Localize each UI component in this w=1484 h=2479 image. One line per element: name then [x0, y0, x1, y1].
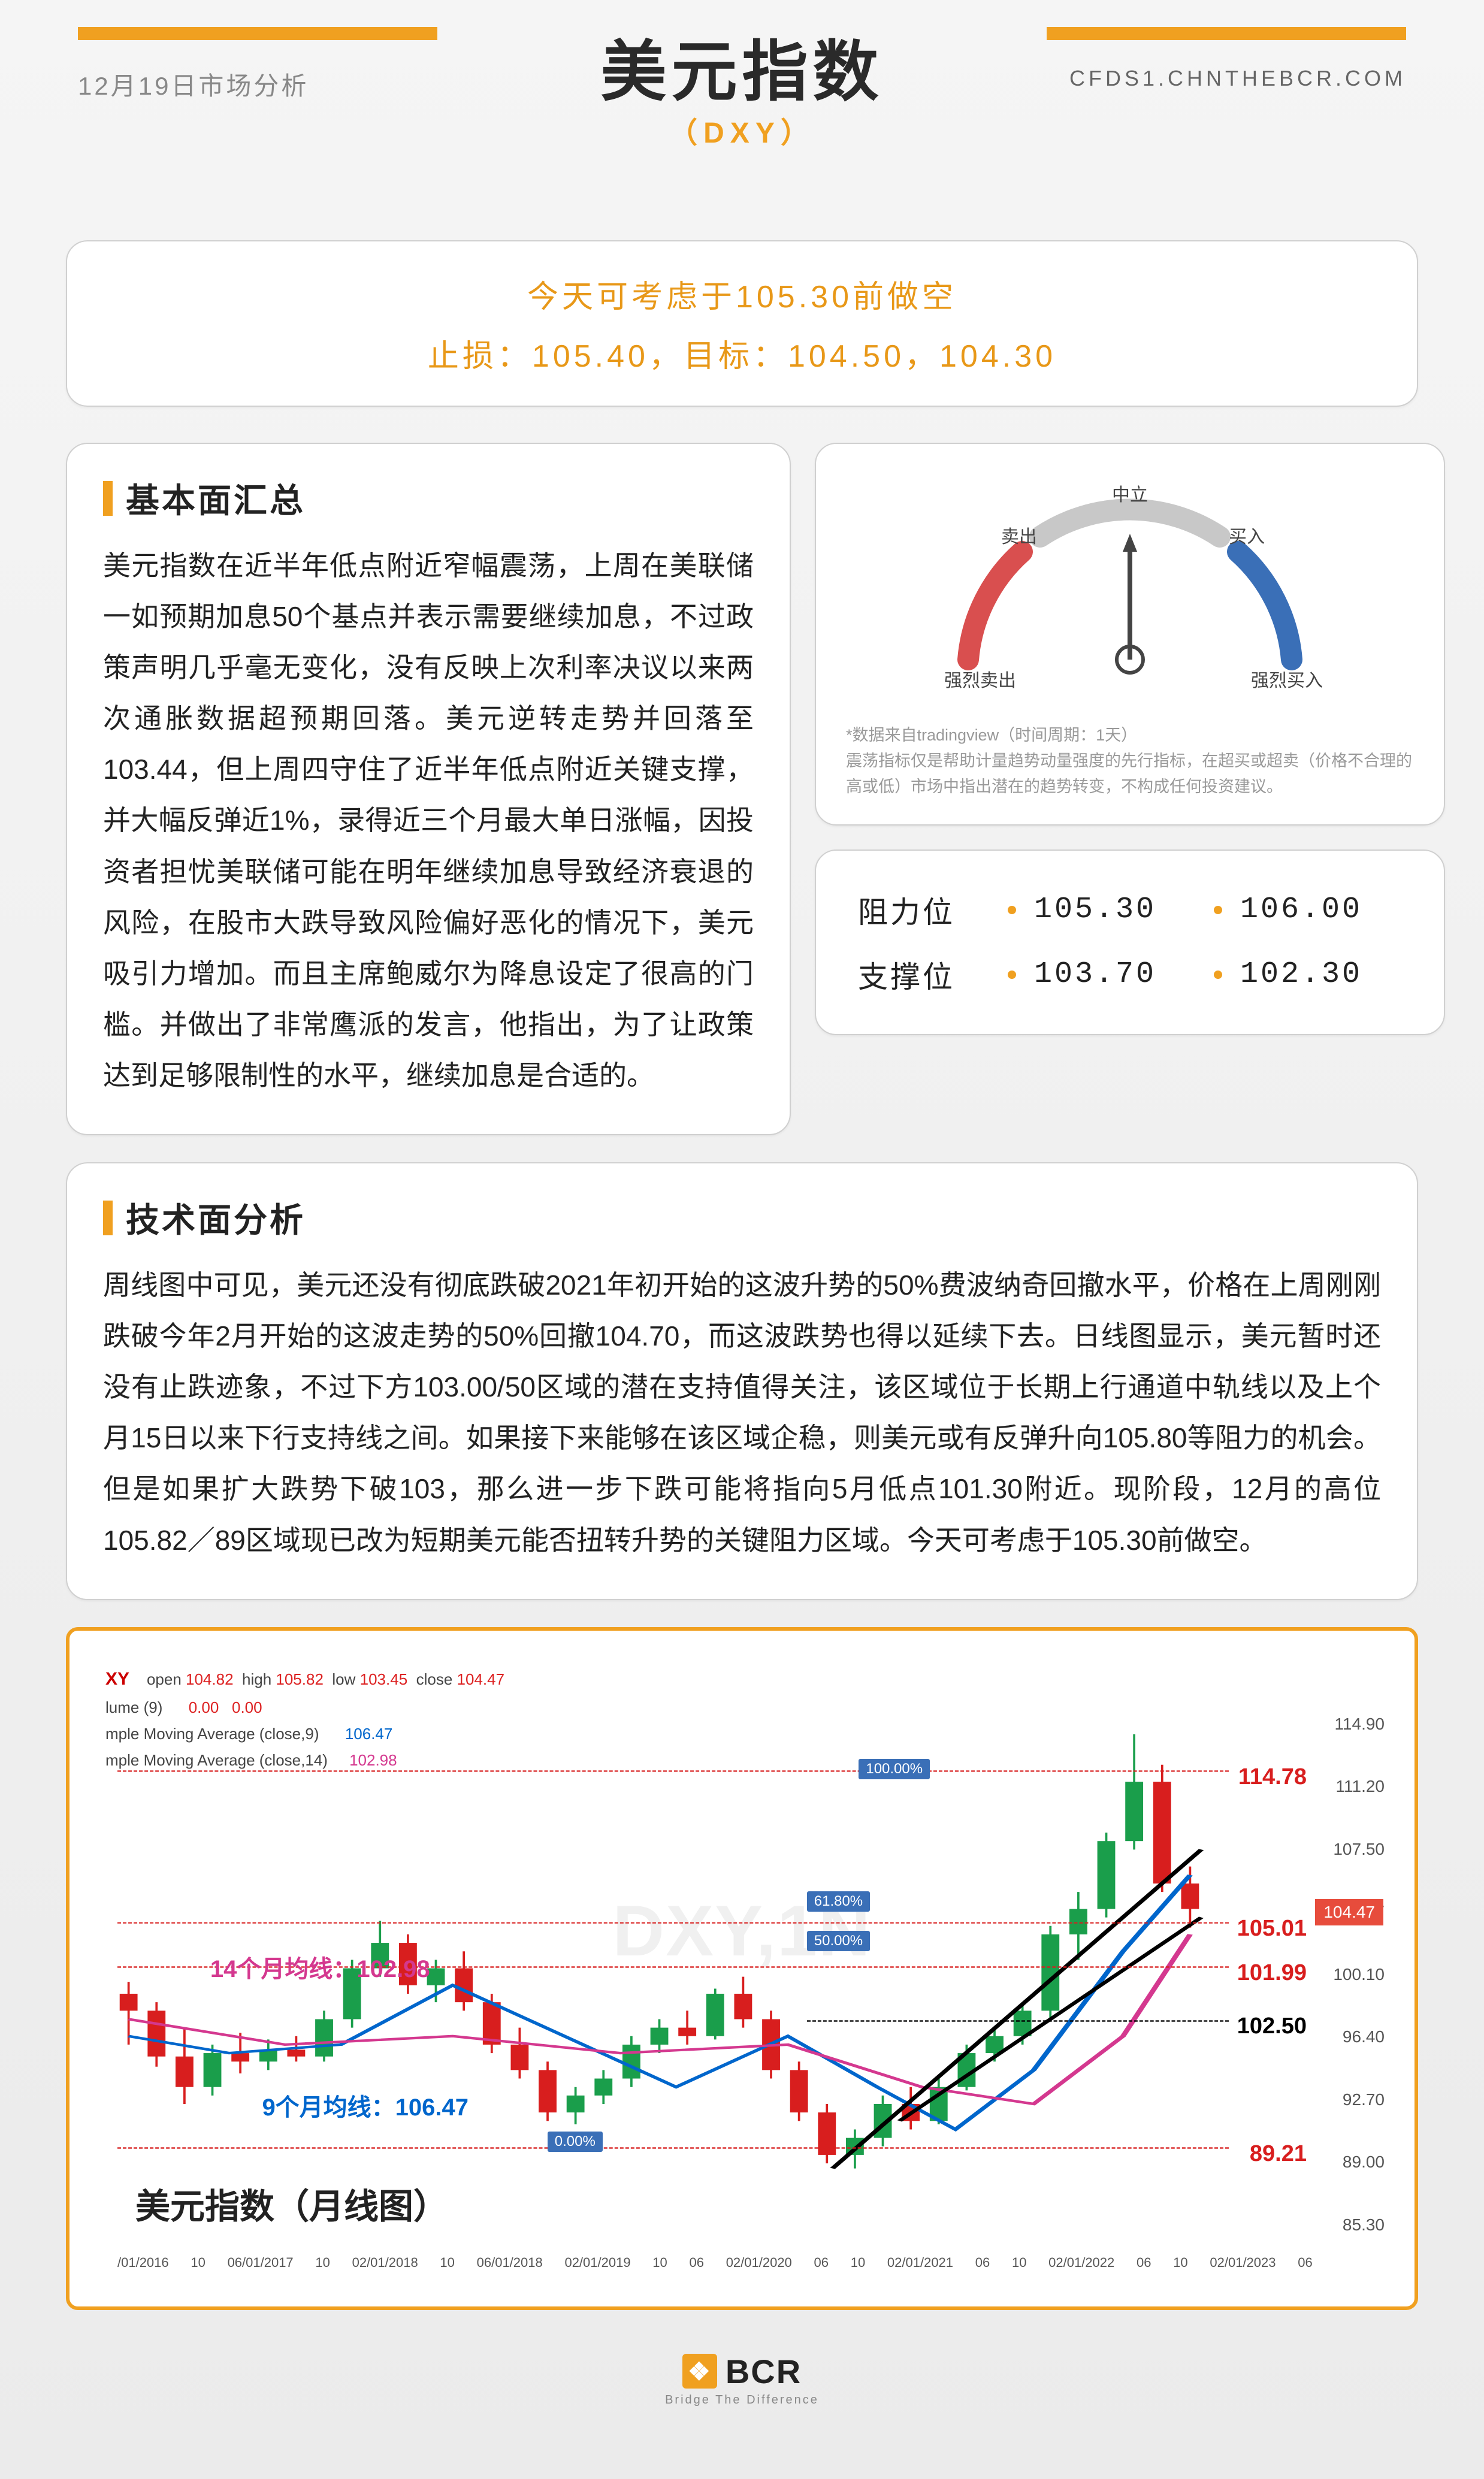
page-title: 美元指数	[601, 18, 884, 114]
chart-x-axis: /01/20161006/01/20171002/01/20181006/01/…	[117, 2255, 1313, 2271]
price-mark: 89.21	[1250, 2141, 1307, 2167]
support-1: 103.70	[1034, 957, 1196, 991]
resistance-label: 阻力位	[858, 888, 990, 932]
resistance-2: 106.00	[1240, 893, 1402, 927]
technical-title: 技术面分析	[126, 1193, 306, 1242]
fib-label: 50.00%	[807, 1931, 870, 1951]
dot-icon	[1008, 906, 1016, 914]
analysis-date: 12月19日市场分析	[78, 66, 309, 102]
fib-label: 61.80%	[807, 1891, 870, 1912]
source-url: CFDS1.CHNTHEBCR.COM	[1069, 66, 1406, 91]
support-label: 支撑位	[858, 953, 990, 996]
header-accent-right	[1047, 27, 1406, 40]
strategy-card: 今天可考虑于105.30前做空 止损：105.40，目标：104.50，104.…	[66, 240, 1418, 407]
sentiment-gauge: 强烈卖出 卖出 中立 买入 强烈买入	[884, 474, 1376, 702]
sentiment-gauge-card: 强烈卖出 卖出 中立 买入 强烈买入 *数据来自tradingview（时间周期…	[815, 443, 1445, 826]
strategy-sl-tp: 止损：105.40，目标：104.50，104.30	[103, 331, 1381, 376]
page-footer: ❖ BCR Bridge The Difference	[0, 2310, 1484, 2407]
fib-label: 0.00%	[548, 2132, 603, 2152]
page-subtitle: （DXY）	[601, 109, 884, 151]
section-accent-icon	[103, 1201, 113, 1235]
gauge-buy-label: 买入	[1229, 527, 1265, 547]
dot-icon	[1214, 906, 1222, 914]
levels-card: 阻力位 105.30 106.00 支撑位 103.70 102.30	[815, 849, 1445, 1035]
ma14-annotation: 14个月均线：102.98	[210, 1949, 430, 1984]
fib-label: 100.00%	[859, 1759, 930, 1779]
price-mark: 101.99	[1237, 1960, 1307, 1986]
chart-y-axis: 114.90111.20107.50104.47100.1096.4092.70…	[1319, 1715, 1385, 2235]
technical-body: 周线图中可见，美元还没有彻底跌破2021年初开始的这波升势的50%费波纳奇回撤水…	[67, 1260, 1417, 1599]
footer-tagline: Bridge The Difference	[0, 2393, 1484, 2407]
price-mark: 114.78	[1238, 1764, 1307, 1790]
price-mark: 105.01	[1237, 1916, 1307, 1942]
section-accent-icon	[103, 481, 113, 516]
ma9-annotation: 9个月均线：106.47	[262, 2088, 469, 2123]
gauge-disclaimer: *数据来自tradingview（时间周期：1天）震荡指标仅是帮助计量趋势动量强…	[846, 722, 1414, 800]
support-2: 102.30	[1240, 957, 1402, 991]
gauge-neutral-label: 中立	[1112, 485, 1148, 505]
bcr-logo-icon: ❖	[682, 2354, 717, 2389]
chart-title: 美元指数（月线图）	[135, 2178, 448, 2229]
dot-icon	[1214, 971, 1222, 979]
fundamentals-body: 美元指数在近半年低点附近窄幅震荡，上周在美联储一如预期加息50个基点并表示需要继…	[67, 540, 790, 1134]
gauge-sell-label: 卖出	[1001, 527, 1037, 547]
price-mark: 102.50	[1237, 2014, 1307, 2039]
resistance-1: 105.30	[1034, 893, 1196, 927]
gauge-strong-buy-label: 强烈买入	[1251, 671, 1323, 691]
fundamentals-title: 基本面汇总	[126, 474, 306, 522]
strategy-entry: 今天可考虑于105.30前做空	[103, 271, 1381, 316]
fundamentals-card: 基本面汇总 美元指数在近半年低点附近窄幅震荡，上周在美联储一如预期加息50个基点…	[66, 443, 791, 1135]
header-accent-left	[78, 27, 437, 40]
technical-card: 技术面分析 周线图中可见，美元还没有彻底跌破2021年初开始的这波升势的50%费…	[66, 1162, 1418, 1600]
dot-icon	[1008, 971, 1016, 979]
last-price-tag: 104.47	[1315, 1899, 1383, 1925]
gauge-strong-sell-label: 强烈卖出	[944, 671, 1016, 691]
price-chart-card: XY open 104.82 high 105.82 low 103.45 cl…	[66, 1627, 1418, 2310]
bcr-logo-text: BCR	[726, 2352, 802, 2391]
